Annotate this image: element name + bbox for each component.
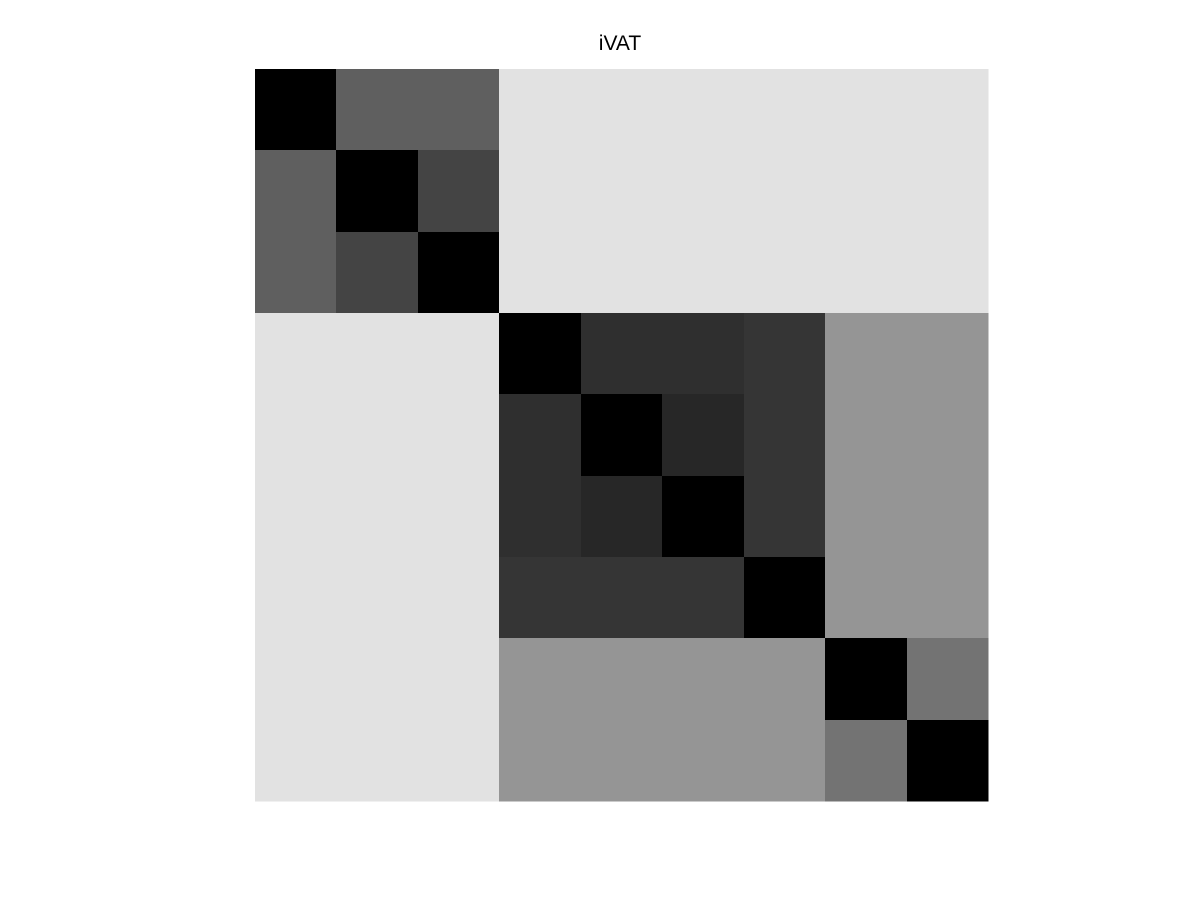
heatmap-cell-r3-c3 [418,232,500,314]
heatmap-cell-r7-c1 [255,557,337,639]
heatmap-cell-r9-c9 [907,720,989,802]
heatmap-cell-r2-c4 [499,150,582,233]
heatmap-cell-r5-c2 [336,394,419,477]
heatmap-cell-r8-c7 [744,638,826,721]
heatmap-cell-r6-c9 [907,476,989,558]
heatmap-cell-r5-c8 [825,394,908,477]
heatmap-cell-r3-c5 [581,232,663,314]
heatmap-cell-r2-c9 [907,150,989,233]
heatmap-cell-r6-c5 [581,476,663,558]
heatmap-cell-r9-c1 [255,720,337,802]
heatmap-cell-r8-c2 [336,638,419,721]
heatmap-cell-r6-c8 [825,476,908,558]
heatmap-cell-r4-c7 [744,313,826,395]
heatmap-cell-r3-c4 [499,232,582,314]
heatmap-cell-r7-c6 [662,557,745,639]
heatmap-cell-r5-c4 [499,394,582,477]
heatmap-cell-r7-c2 [336,557,419,639]
heatmap-cell-r4-c9 [907,313,989,395]
heatmap-cell-r7-c5 [581,557,663,639]
heatmap-cell-r9-c5 [581,720,663,802]
heatmap-cell-r1-c9 [907,69,989,151]
heatmap-cell-r8-c5 [581,638,663,721]
heatmap-cell-r7-c9 [907,557,989,639]
heatmap-cell-r2-c2 [336,150,419,233]
heatmap-cell-r5-c9 [907,394,989,477]
heatmap-cell-r3-c2 [336,232,419,314]
heatmap-cells [255,69,989,802]
heatmap-cell-r3-c7 [744,232,826,314]
heatmap-cell-r9-c3 [418,720,500,802]
heatmap-cell-r8-c9 [907,638,989,721]
heatmap-cell-r6-c4 [499,476,582,558]
heatmap-cell-r1-c6 [662,69,745,151]
heatmap-cell-r6-c1 [255,476,337,558]
heatmap-cell-r2-c6 [662,150,745,233]
heatmap-cell-r4-c2 [336,313,419,395]
heatmap-cell-r1-c2 [336,69,419,151]
heatmap-cell-r3-c9 [907,232,989,314]
heatmap-cell-r8-c1 [255,638,337,721]
heatmap-cell-r2-c5 [581,150,663,233]
heatmap-cell-r8-c4 [499,638,582,721]
heatmap-cell-r4-c3 [418,313,500,395]
heatmap-cell-r1-c5 [581,69,663,151]
heatmap-cell-r4-c1 [255,313,337,395]
heatmap-cell-r6-c2 [336,476,419,558]
heatmap-cell-r9-c2 [336,720,419,802]
heatmap-cell-r2-c8 [825,150,908,233]
chart-title: iVAT [598,32,642,55]
heatmap-cell-r3-c6 [662,232,745,314]
heatmap-cell-r5-c3 [418,394,500,477]
heatmap-cell-r8-c6 [662,638,745,721]
heatmap-cell-r5-c7 [744,394,826,477]
heatmap-cell-r6-c3 [418,476,500,558]
heatmap-cell-r4-c5 [581,313,663,395]
heatmap-cell-r9-c7 [744,720,826,802]
heatmap-cell-r9-c6 [662,720,745,802]
heatmap-cell-r1-c4 [499,69,582,151]
heatmap-cell-r1-c3 [418,69,500,151]
heatmap-cell-r7-c3 [418,557,500,639]
heatmap-cell-r6-c6 [662,476,745,558]
heatmap-cell-r8-c3 [418,638,500,721]
heatmap-cell-r7-c7 [744,557,826,639]
heatmap-cell-r9-c8 [825,720,908,802]
heatmap-cell-r5-c1 [255,394,337,477]
heatmap-cell-r5-c5 [581,394,663,477]
heatmap-cell-r1-c1 [255,69,337,151]
heatmap-cell-r3-c8 [825,232,908,314]
heatmap-cell-r7-c8 [825,557,908,639]
heatmap-cell-r2-c1 [255,150,337,233]
heatmap-cell-r3-c1 [255,232,337,314]
heatmap-cell-r4-c8 [825,313,908,395]
heatmap-cell-r7-c4 [499,557,582,639]
heatmap-cell-r4-c6 [662,313,745,395]
heatmap-cell-r2-c7 [744,150,826,233]
heatmap-cell-r5-c6 [662,394,745,477]
heatmap-cell-r2-c3 [418,150,500,233]
heatmap-cell-r4-c4 [499,313,582,395]
heatmap-cell-r8-c8 [825,638,908,721]
heatmap-cell-r9-c4 [499,720,582,802]
heatmap-cell-r1-c7 [744,69,826,151]
heatmap-cell-r1-c8 [825,69,908,151]
heatmap-cell-r6-c7 [744,476,826,558]
